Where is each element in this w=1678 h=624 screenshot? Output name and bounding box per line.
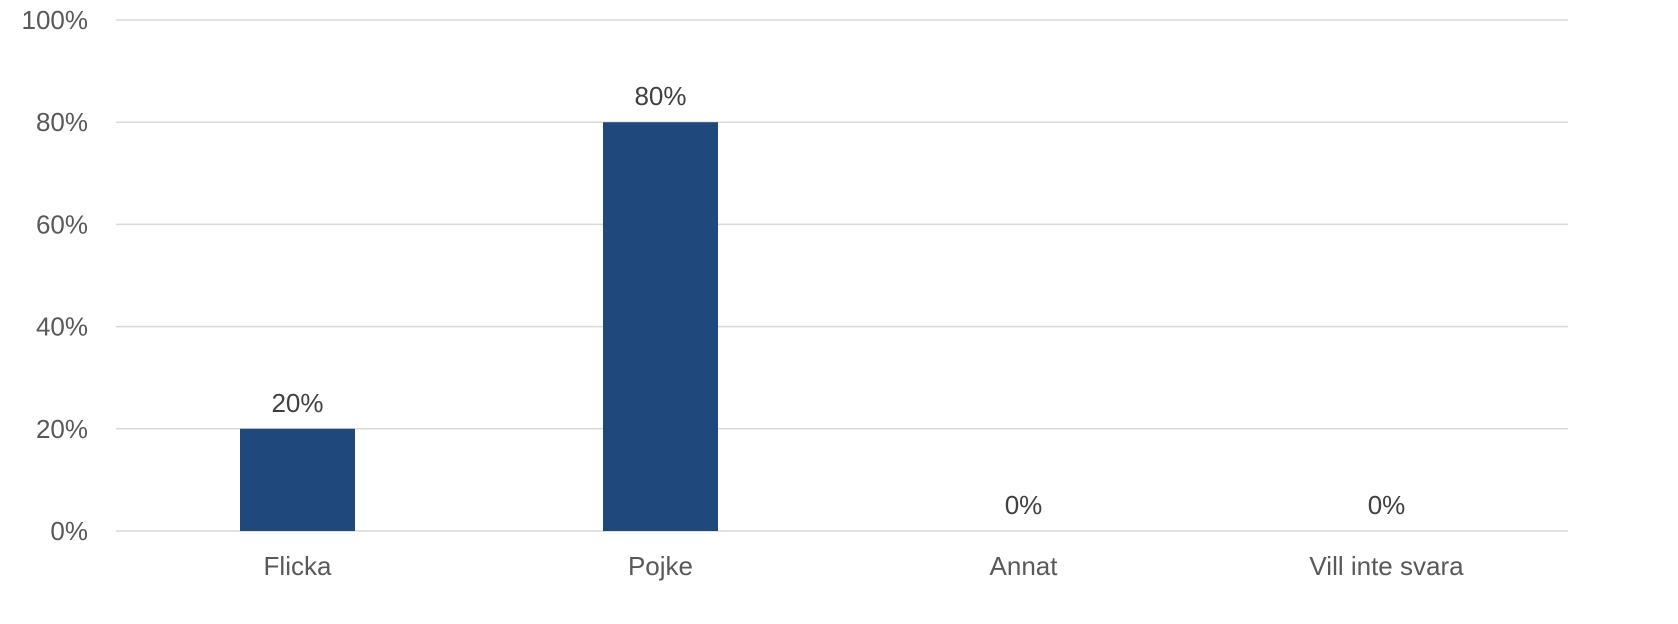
x-axis-labels: Flicka Pojke Annat Vill inte svara <box>264 551 1465 581</box>
bars <box>240 122 718 531</box>
y-axis-ticks: 0% 20% 40% 60% 80% 100% <box>22 5 89 546</box>
x-category-label: Flicka <box>264 551 332 581</box>
bar-flicka <box>240 428 355 531</box>
y-tick-label: 40% <box>36 312 88 342</box>
y-tick-label: 60% <box>36 209 88 239</box>
y-tick-label: 80% <box>36 107 88 137</box>
y-tick-label: 20% <box>36 414 88 444</box>
data-labels: 20% 80% 0% 0% <box>271 81 1405 520</box>
x-category-label: Vill inte svara <box>1309 551 1464 581</box>
x-category-label: Annat <box>990 551 1059 581</box>
y-tick-label: 0% <box>50 516 88 546</box>
data-label: 20% <box>271 388 323 418</box>
y-tick-label: 100% <box>22 5 89 35</box>
data-label: 80% <box>634 81 686 111</box>
data-label: 0% <box>1005 490 1043 520</box>
bar-pojke <box>603 122 718 531</box>
gridlines <box>116 19 1568 532</box>
x-category-label: Pojke <box>628 551 693 581</box>
data-label: 0% <box>1368 490 1406 520</box>
